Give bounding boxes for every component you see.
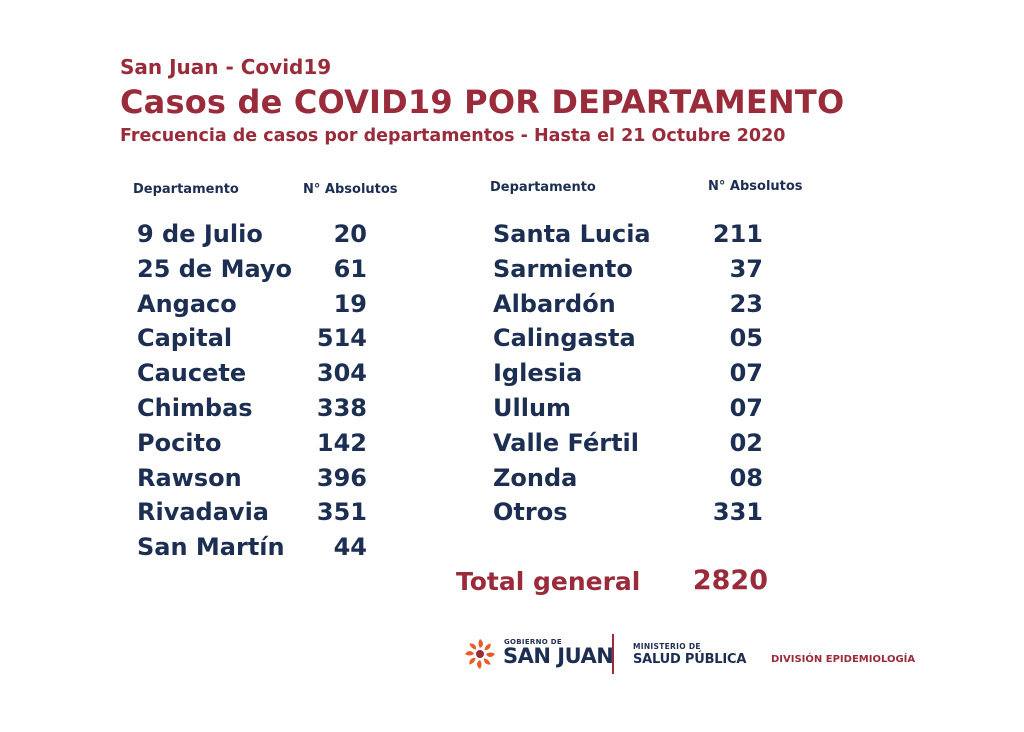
page-subtitle-top: San Juan - Covid19 (120, 55, 332, 79)
table-row: Caucete 304 (137, 359, 377, 394)
department-name: Caucete (137, 359, 247, 388)
table-row: Otros 331 (493, 498, 783, 533)
gov-name-text: SAN JUAN (503, 644, 614, 668)
table-row: Rawson 396 (137, 464, 377, 499)
department-name: Zonda (493, 463, 578, 492)
total-value: 2820 (692, 565, 768, 596)
table-row: Iglesia 07 (493, 359, 783, 394)
department-name: Calingasta (493, 324, 636, 353)
case-count: 07 (729, 393, 763, 422)
department-name: 9 de Julio (137, 220, 263, 248)
page-title: Casos de COVID19 POR DEPARTAMENTO (120, 83, 845, 121)
gov-small-text: GOBIERNO DE (504, 638, 562, 646)
department-name: Santa Lucia (493, 220, 651, 248)
department-name: Chimbas (137, 393, 253, 422)
left-dept-header: Departamento (133, 182, 239, 197)
department-name: Otros (493, 498, 568, 527)
case-count: 44 (333, 533, 367, 562)
department-name: 25 de Mayo (137, 254, 293, 283)
case-count: 304 (316, 359, 367, 388)
table-row: Rivadavia 351 (137, 498, 377, 533)
table-row: Ullum 07 (493, 394, 783, 429)
table-row: Chimbas 338 (137, 394, 377, 429)
total-label: Total general (456, 567, 641, 596)
table-row: Zonda 08 (493, 464, 783, 499)
department-name: Sarmiento (493, 254, 633, 283)
table-row: Pocito 142 (137, 429, 377, 464)
department-name: Rawson (137, 463, 242, 492)
case-count: 396 (316, 463, 367, 492)
table-row: Santa Lucia 211 (493, 220, 783, 255)
department-name: Albardón (493, 289, 616, 318)
footer-divider (612, 634, 614, 674)
case-count: 19 (333, 289, 367, 318)
case-count: 05 (729, 324, 763, 353)
right-num-header: N° Absolutos (708, 179, 803, 194)
division-text: DIVISIÓN EPIDEMIOLOGÍA (771, 654, 916, 665)
department-name: Rivadavia (137, 498, 269, 527)
table-row: Calingasta 05 (493, 324, 783, 359)
department-name: Capital (137, 324, 233, 353)
department-name: Ullum (493, 393, 572, 422)
case-count: 338 (316, 393, 367, 422)
department-name: Pocito (137, 428, 222, 457)
table-row: Valle Fértil 02 (493, 429, 783, 464)
page-subtitle-date: Frecuencia de casos por departamentos - … (120, 126, 786, 146)
case-count: 02 (729, 428, 763, 457)
table-row: 25 de Mayo 61 (137, 255, 377, 290)
case-count: 331 (712, 498, 763, 527)
ministry-name-text: SALUD PÚBLICA (633, 652, 747, 667)
case-count: 07 (729, 359, 763, 388)
department-name: Angaco (137, 289, 237, 318)
table-row: San Martín 44 (137, 533, 377, 568)
case-count: 211 (712, 220, 763, 248)
footer-logos: GOBIERNO DE SAN JUAN MINISTERIO DE SALUD… (462, 634, 922, 678)
case-count: 37 (729, 254, 763, 283)
table-row: Sarmiento 37 (493, 255, 783, 290)
right-table: Santa Lucia 211 Sarmiento 37 Albardón 23 Calin… (493, 220, 783, 533)
table-row: Albardón 23 (493, 290, 783, 325)
sun-logo-icon (465, 639, 495, 669)
table-row: 9 de Julio 20 (137, 220, 377, 255)
department-name: San Martín (137, 533, 285, 562)
case-count: 23 (729, 289, 763, 318)
right-dept-header: Departamento (490, 180, 596, 195)
case-count: 08 (729, 463, 763, 492)
table-row: Capital 514 (137, 324, 377, 359)
case-count: 351 (316, 498, 367, 527)
department-name: Valle Fértil (493, 428, 640, 457)
ministry-small-text: MINISTERIO DE (633, 642, 701, 651)
department-name: Iglesia (493, 359, 583, 388)
case-count: 142 (316, 428, 367, 457)
table-row: Angaco 19 (137, 290, 377, 325)
case-count: 61 (333, 254, 367, 283)
case-count: 514 (316, 324, 367, 353)
case-count: 20 (333, 220, 367, 248)
left-table: 9 de Julio 20 25 de Mayo 61 Angaco 19 Capital 5… (137, 220, 377, 568)
left-num-header: N° Absolutos (303, 182, 398, 197)
